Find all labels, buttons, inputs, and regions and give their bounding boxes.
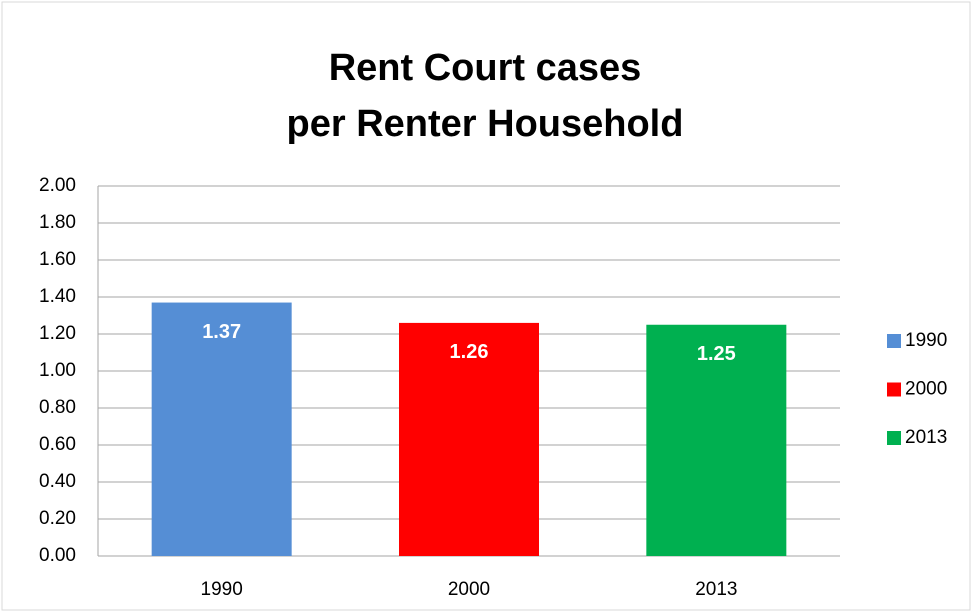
- x-tick-label: 2013: [695, 579, 737, 600]
- legend-swatch: [887, 431, 901, 445]
- legend-swatch: [887, 382, 901, 397]
- y-tick-label: 2.00: [39, 175, 76, 196]
- data-label: 1.37: [202, 321, 241, 343]
- bar: [399, 322, 539, 556]
- y-tick-label: 0.20: [39, 508, 76, 529]
- y-tick-label: 1.40: [39, 286, 76, 307]
- y-tick-label: 1.60: [39, 249, 76, 270]
- y-tick-label: 0.00: [39, 545, 76, 566]
- legend-label: 2000: [905, 379, 947, 400]
- data-label: 1.26: [450, 341, 489, 363]
- legend-swatch: [887, 334, 901, 348]
- y-tick-label: 1.80: [39, 212, 76, 233]
- y-tick-label: 1.00: [39, 360, 76, 381]
- x-tick-label: 2000: [448, 579, 490, 600]
- legend-label: 2013: [905, 427, 947, 448]
- bar: [646, 324, 787, 556]
- y-tick-label: 0.80: [39, 397, 76, 418]
- x-tick-label: 1990: [201, 579, 243, 600]
- y-tick-label: 0.40: [39, 471, 76, 492]
- y-tick-label: 1.20: [39, 323, 76, 344]
- legend-label: 1990: [905, 330, 947, 351]
- bar: [151, 302, 292, 556]
- y-tick-label: 0.60: [39, 434, 76, 455]
- chart-title: Rent Court cases: [329, 47, 642, 89]
- chart-title: per Renter Household: [287, 103, 684, 145]
- data-label: 1.25: [697, 343, 736, 365]
